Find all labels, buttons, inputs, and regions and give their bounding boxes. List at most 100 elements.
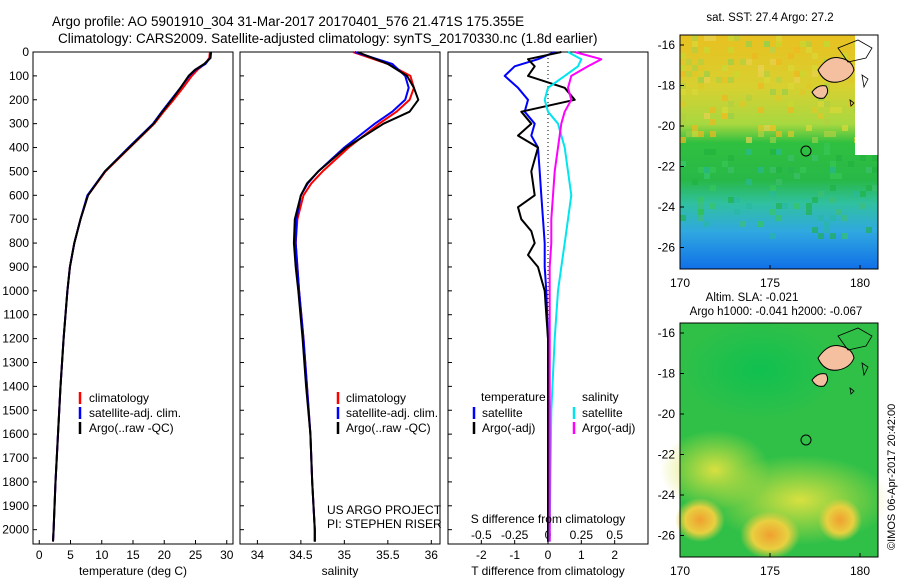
- series-line-argo-raw-qc: [292, 51, 420, 542]
- sst-pixel: [716, 77, 722, 83]
- sst-pixel: [746, 149, 752, 155]
- sst-pixel: [698, 215, 704, 221]
- sst-pixel: [818, 113, 824, 119]
- sst-pixel: [728, 167, 734, 173]
- argo-float-location: [800, 145, 812, 157]
- sst-pixel: [698, 167, 704, 173]
- sst-pixel: [788, 65, 794, 71]
- sst-pixel: [794, 47, 800, 53]
- sst-pixel: [740, 221, 746, 227]
- sst-pixel: [698, 197, 704, 203]
- sst-pixel: [710, 35, 716, 41]
- temperature-tick-label: 25: [189, 548, 203, 562]
- sst-pixel: [692, 47, 698, 53]
- sst-pixel: [680, 215, 686, 221]
- temperature-tick-label: 15: [126, 548, 140, 562]
- map-lat-tick-label: -20: [658, 119, 676, 133]
- sst-pixel: [824, 143, 830, 149]
- sla-blob-yellow-south: [710, 455, 890, 545]
- sst-pixel: [854, 191, 860, 197]
- fiji-coastline: [811, 57, 855, 99]
- sst-pixel: [698, 131, 704, 137]
- sst-pixel: [782, 203, 788, 209]
- legend-label-temp-argo: Argo(-adj): [482, 421, 535, 435]
- sla-map-title-line2: Argo h1000: -0.041 h2000: -0.067: [690, 306, 863, 318]
- sst-pixel: [812, 227, 818, 233]
- sst-pixel: [770, 149, 776, 155]
- sst-pixel: [872, 185, 878, 191]
- sst-pixel: [692, 35, 698, 41]
- sst-pixel: [866, 227, 872, 233]
- sst-pixel: [830, 233, 836, 239]
- sst-pixel: [722, 107, 728, 113]
- sst-pixel: [764, 77, 770, 83]
- sst-pixel: [806, 83, 812, 89]
- sst-pixel: [812, 71, 818, 77]
- sst-pixel: [728, 101, 734, 107]
- sst-pixel: [728, 197, 734, 203]
- sst-pixel: [746, 203, 752, 209]
- sst-pixel: [800, 41, 806, 47]
- sst-pixel: [830, 161, 836, 167]
- sst-pixel: [746, 59, 752, 65]
- sst-pixel: [698, 77, 704, 83]
- temperature-tick-label: 0: [36, 548, 43, 562]
- sst-pixel: [818, 233, 824, 239]
- difference-lines: [503, 51, 603, 542]
- sst-pixel: [698, 83, 704, 89]
- sst-pixel: [758, 71, 764, 77]
- sst-pixel: [680, 89, 686, 95]
- depth-axis: 0 100 200 300 400 500 600 700 800 900 1000 1100 1200…: [2, 45, 37, 537]
- map-lat-tick-label: -22: [658, 448, 676, 462]
- sla-blob-orange-2: [740, 511, 800, 559]
- depth-tick-label: 2000: [2, 523, 29, 537]
- map-lon-tick-label: 180: [850, 276, 870, 290]
- figure-title-line2: Climatology: CARS2009. Satellite-adjuste…: [58, 31, 598, 46]
- salinity-tick-label: 35.5: [376, 548, 400, 562]
- depth-tick-label: 400: [9, 141, 29, 155]
- depth-tick-label: 0: [22, 45, 29, 59]
- series-line-climatology: [52, 51, 211, 542]
- sst-pixel: [824, 131, 830, 137]
- sst-pixel: [722, 77, 728, 83]
- sst-pixel: [842, 233, 848, 239]
- sst-pixel: [680, 137, 686, 143]
- sst-pixel: [734, 197, 740, 203]
- t-difference-tick-label: 1: [578, 548, 585, 562]
- sst-pixel: [770, 185, 776, 191]
- depth-tick-label: 1400: [2, 379, 29, 393]
- sst-pixel: [776, 77, 782, 83]
- depth-tick-label: 1100: [3, 308, 29, 322]
- sst-pixel: [710, 149, 716, 155]
- sst-pixel: [680, 113, 686, 119]
- sst-pixel: [770, 191, 776, 197]
- map-lat-tick-label: -26: [658, 241, 676, 255]
- sst-pixel: [776, 59, 782, 65]
- temperature-tick-label: 10: [95, 548, 109, 562]
- sst-map: sat. SST: 27.4 Argo: 27.2 170 175 180 -16 -1…: [658, 12, 879, 290]
- sst-pixel: [824, 119, 830, 125]
- sst-pixel: [812, 197, 818, 203]
- sst-pixel: [782, 89, 788, 95]
- difference-legend: temperature salinity satellite Argo(-adj…: [472, 390, 635, 435]
- sla-map-axes: 170 175 180 -16 -18 -20 -22 -24 -26: [658, 326, 871, 578]
- sst-pixel: [704, 149, 710, 155]
- salinity-tick-label: 36: [425, 548, 439, 562]
- s-difference-tick-label: 0.25: [570, 528, 594, 542]
- sst-pixel: [770, 233, 776, 239]
- sst-pixel: [704, 113, 710, 119]
- sst-pixel: [800, 71, 806, 77]
- sst-pixel: [830, 167, 836, 173]
- sla-blob-green: [680, 320, 840, 420]
- sst-pixel: [818, 101, 824, 107]
- project-annotation-line1: US ARGO PROJECT: [327, 503, 442, 517]
- depth-tick-label: 1600: [2, 427, 29, 441]
- sst-pixel: [770, 47, 776, 53]
- sst-pixel: [836, 107, 842, 113]
- sst-pixel: [710, 203, 716, 209]
- depth-tick-label: 1200: [2, 332, 29, 346]
- sst-pixel: [710, 131, 716, 137]
- sst-pixel: [692, 125, 698, 131]
- sst-pixel: [680, 71, 686, 77]
